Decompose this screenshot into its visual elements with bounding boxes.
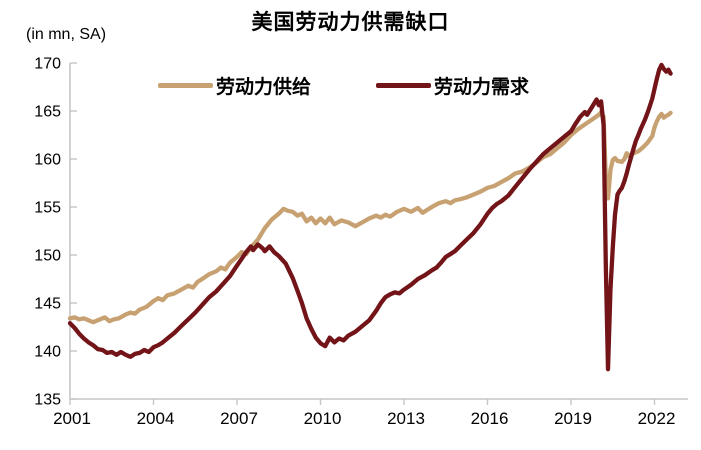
- legend-item-demand: 劳动力需求: [376, 77, 529, 98]
- legend-label-demand: 劳动力需求: [434, 76, 530, 98]
- legend-item-supply: 劳动力供给: [158, 77, 311, 98]
- y-tick-label: 135: [34, 392, 61, 409]
- y-tick-label: 170: [34, 56, 61, 73]
- demand-line-series: [67, 62, 673, 372]
- y-tick-label: 165: [34, 104, 61, 121]
- y-tick-label: 150: [34, 248, 61, 265]
- y-tick-label: 140: [34, 344, 61, 361]
- y-tick-label: 145: [34, 296, 61, 313]
- x-tick-label: 2013: [387, 409, 425, 428]
- y-axis-unit-label: (in mn, SA): [26, 26, 107, 43]
- y-tick-label: 155: [34, 200, 61, 217]
- y-tick-label: 160: [34, 152, 61, 169]
- x-tick-label: 2010: [304, 409, 342, 428]
- legend-swatch-demand: [376, 82, 431, 88]
- x-tick-label: 2022: [638, 409, 676, 428]
- x-tick-label: 2001: [53, 409, 91, 428]
- supply-line-series: [67, 109, 673, 325]
- x-tick-label: 2019: [554, 409, 592, 428]
- x-tick-label: 2007: [220, 409, 258, 428]
- axis-lines: [69, 63, 688, 400]
- x-tick-label: 2016: [471, 409, 509, 428]
- chart-title: 美国劳动力供需缺口: [251, 11, 450, 34]
- legend-swatch-supply: [158, 82, 213, 88]
- legend-label-supply: 劳动力供给: [216, 76, 312, 98]
- x-tick-label: 2004: [137, 409, 175, 428]
